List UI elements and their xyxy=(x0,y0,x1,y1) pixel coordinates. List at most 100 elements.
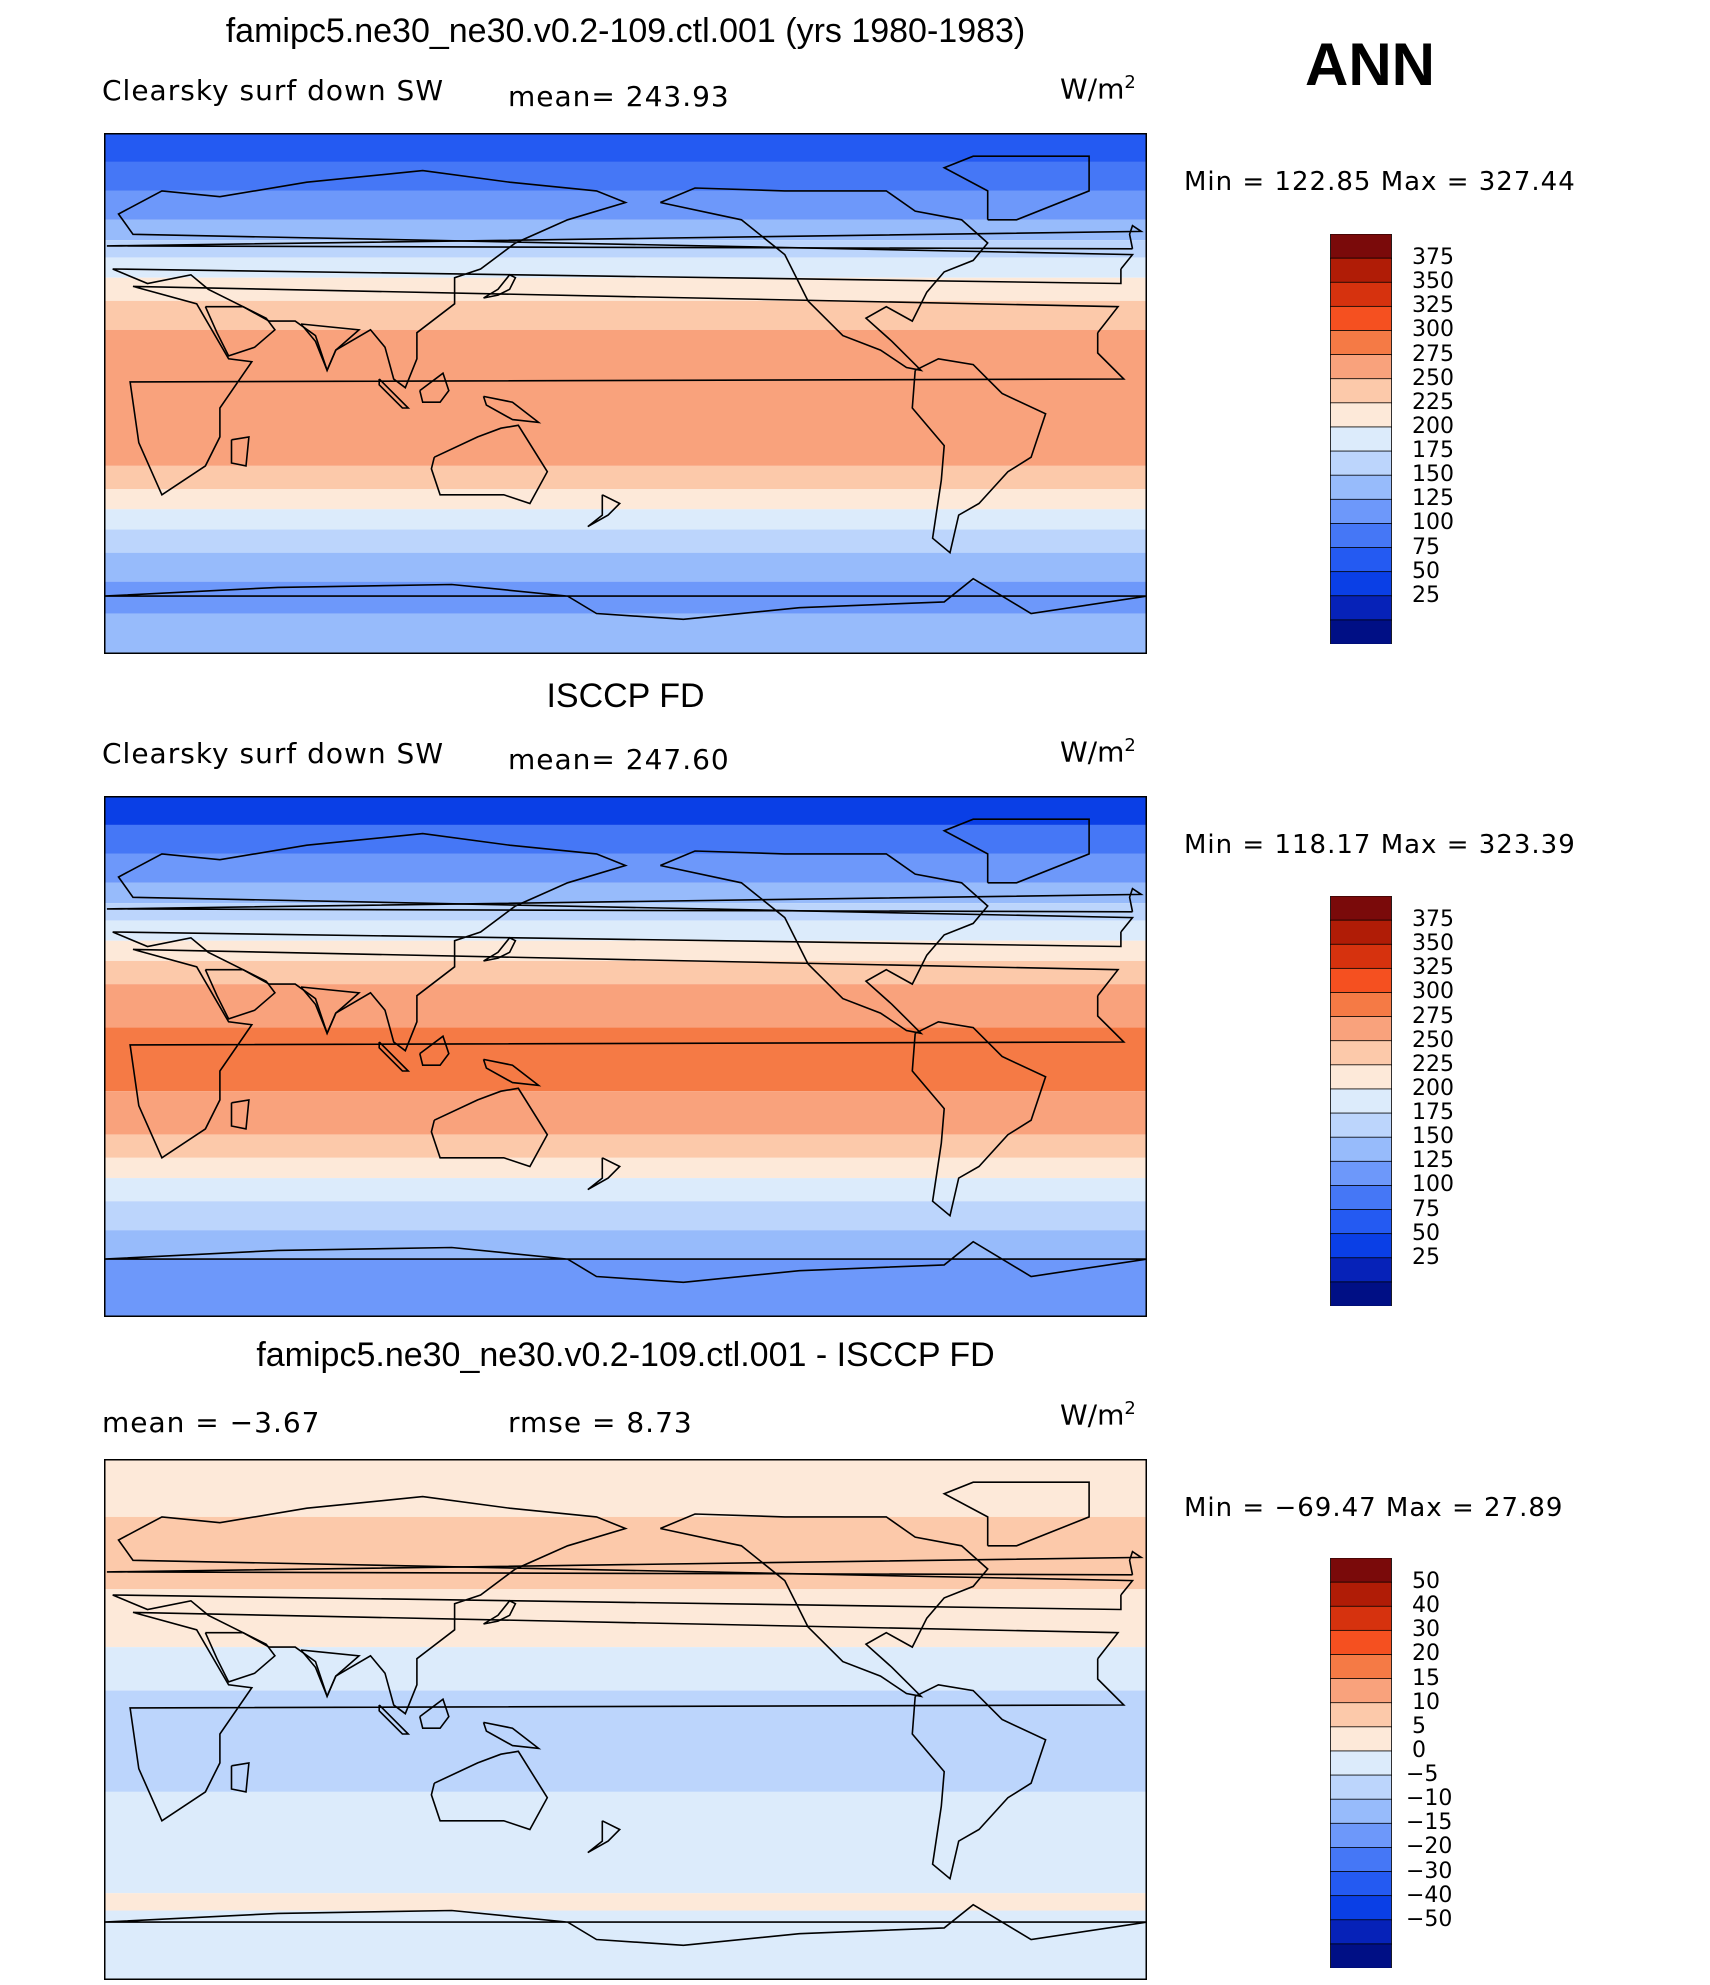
colorbar-swatch xyxy=(1330,1557,1392,1583)
panel-1-title: famipc5.ne30_ne30.v0.2-109.ctl.001 (yrs … xyxy=(225,12,1026,50)
coastline-eurasia xyxy=(112,832,1135,1052)
contour-band xyxy=(104,465,1147,490)
contour-band xyxy=(104,853,1147,883)
colorbar-swatch xyxy=(1330,1702,1392,1728)
colorbar-tick-label: 375 xyxy=(1412,907,1454,933)
coastline-southamerica xyxy=(911,1683,1047,1881)
coastline-antarctica xyxy=(103,1903,1148,1947)
colorbar-tick-label: −50 xyxy=(1406,1906,1453,1932)
colorbar-tick-label: 15 xyxy=(1412,1665,1440,1691)
contour-band xyxy=(104,1647,1147,1691)
coastline-africa xyxy=(129,1611,1126,1822)
coastline-africa xyxy=(129,948,1126,1159)
coastline-japan xyxy=(483,1599,517,1625)
coastline-uk xyxy=(106,887,1144,913)
colorbar-tick-label: 40 xyxy=(1412,1593,1440,1619)
colorbar-swatch xyxy=(1330,257,1392,283)
coastline-greenland xyxy=(942,155,1090,221)
contour-band xyxy=(104,1791,1147,1894)
contour-band xyxy=(104,329,1147,466)
colorbar-swatch xyxy=(1330,233,1392,259)
colorbar-tick-label: 250 xyxy=(1412,365,1454,391)
colorbar-tick-label: 125 xyxy=(1412,1148,1454,1174)
coastline-borneo xyxy=(419,1034,450,1067)
colorbar-tick-label: 375 xyxy=(1412,245,1454,271)
coastline-australia xyxy=(430,424,549,505)
colorbar-tick-label: 200 xyxy=(1412,1075,1454,1101)
colorbar-swatch xyxy=(1330,330,1392,356)
colorbar-tick-label: 225 xyxy=(1412,389,1454,415)
panel-3-colorbar xyxy=(1330,1557,1392,1969)
colorbar-tick-label: 10 xyxy=(1412,1689,1440,1715)
panel-2-mean: mean= 247.60 xyxy=(508,743,730,776)
colorbar-tick-label: 100 xyxy=(1412,510,1454,536)
panel-2-variable: Clearsky surf down SW xyxy=(102,737,445,770)
panel-3-title: famipc5.ne30_ne30.v0.2-109.ctl.001 - ISC… xyxy=(256,1336,995,1374)
coastline-japan xyxy=(483,273,517,299)
coastline-uk xyxy=(106,224,1144,250)
season-label: ANN xyxy=(1305,31,1435,98)
contour-band xyxy=(104,300,1147,330)
colorbar-swatch xyxy=(1330,1016,1392,1042)
colorbar-tick-label: 275 xyxy=(1412,1003,1454,1029)
colorbar-swatch xyxy=(1330,1750,1392,1776)
colorbar-tick-label: 50 xyxy=(1412,558,1440,584)
panel-3-map xyxy=(103,1459,1148,1980)
colorbar-tick-label: 100 xyxy=(1412,1172,1454,1198)
colorbar-swatch xyxy=(1330,305,1392,332)
colorbar-swatch xyxy=(1330,1112,1392,1138)
coastline-greenland xyxy=(942,818,1090,884)
colorbar-tick-label: 50 xyxy=(1412,1569,1440,1595)
contour-band xyxy=(104,1893,1147,1911)
coastline-greenland xyxy=(942,1481,1090,1547)
colorbar-swatch xyxy=(1330,1895,1392,1921)
panel-2-map xyxy=(103,796,1148,1317)
colorbar-tick-label: 150 xyxy=(1412,462,1454,488)
coastline-nz xyxy=(587,1820,622,1854)
coastline-borneo xyxy=(419,371,450,404)
colorbar-swatch xyxy=(1330,992,1392,1018)
contour-band xyxy=(104,240,1147,258)
colorbar-tick-label: 75 xyxy=(1412,1196,1440,1222)
colorbar-tick-label: 200 xyxy=(1412,413,1454,439)
colorbar-swatch xyxy=(1330,547,1392,573)
contour-band xyxy=(104,920,1147,941)
colorbar-swatch xyxy=(1330,1160,1392,1187)
coastline-southamerica xyxy=(911,357,1047,555)
contour-band xyxy=(104,1459,1147,1517)
colorbar-swatch xyxy=(1330,1822,1392,1849)
contour-band xyxy=(104,1910,1147,1980)
coastline-arabia xyxy=(204,305,276,357)
colorbar-tick-label: −30 xyxy=(1406,1858,1453,1884)
colorbar-swatch xyxy=(1330,378,1392,404)
contour-band xyxy=(104,940,1147,961)
colorbar-tick-label: −20 xyxy=(1406,1834,1453,1860)
panel-1-map xyxy=(103,133,1148,654)
colorbar-swatch xyxy=(1330,1774,1392,1800)
contour-band xyxy=(104,161,1147,191)
contour-band xyxy=(104,1091,1147,1135)
colorbar-swatch xyxy=(1330,1847,1392,1873)
colorbar-tick-label: −15 xyxy=(1406,1810,1453,1836)
coastline-africa xyxy=(129,285,1126,496)
contour-band xyxy=(104,1230,1147,1260)
coastline-sumatra xyxy=(378,1041,411,1072)
colorbar-swatch xyxy=(1330,595,1392,621)
coastline-eurasia xyxy=(112,169,1135,389)
colorbar-tick-label: −10 xyxy=(1406,1786,1453,1812)
colorbar-swatch xyxy=(1330,1871,1392,1897)
panel-2-units: W/m2 xyxy=(1060,735,1136,769)
map-frame xyxy=(104,796,1147,1317)
contour-band xyxy=(104,1178,1147,1202)
colorbar-tick-label: 5 xyxy=(1412,1713,1426,1739)
contour-band xyxy=(104,796,1147,825)
coastline-india xyxy=(300,1649,361,1699)
contour-band xyxy=(104,509,1147,530)
colorbar-tick-label: 20 xyxy=(1412,1641,1440,1667)
coastline-madagascar xyxy=(230,1098,250,1130)
coastline-arabia xyxy=(204,968,276,1020)
colorbar-tick-label: 75 xyxy=(1412,534,1440,560)
contour-band xyxy=(104,1589,1147,1648)
coastline-southamerica xyxy=(911,1020,1047,1218)
colorbar-swatch xyxy=(1330,1064,1392,1090)
